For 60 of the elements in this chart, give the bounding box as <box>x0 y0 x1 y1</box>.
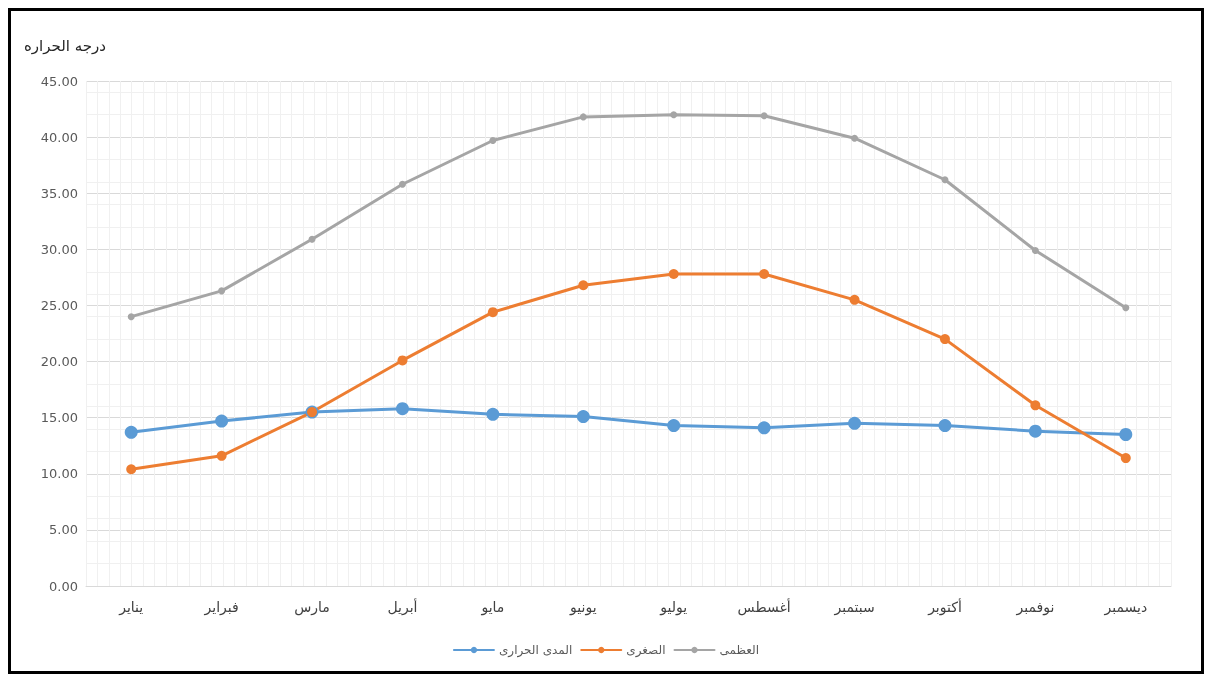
point <box>759 269 770 280</box>
point <box>397 355 408 366</box>
point <box>487 307 498 318</box>
x-tick-label: مارس <box>294 599 330 616</box>
x-tick-label: يوليو <box>659 599 688 616</box>
x-tick-label: أبريل <box>387 598 418 616</box>
legend-label: العظمى <box>719 643 760 657</box>
point <box>395 402 409 416</box>
point <box>126 464 137 475</box>
y-tick-label: 40.00 <box>40 129 78 145</box>
point <box>1122 304 1130 312</box>
y-tick-label: 0.00 <box>49 578 78 594</box>
point <box>939 334 950 345</box>
point <box>1119 428 1133 441</box>
point <box>1030 400 1041 411</box>
x-tick-label: مايو <box>480 599 505 616</box>
point <box>124 425 138 439</box>
point <box>398 180 406 188</box>
point <box>760 112 768 120</box>
x-tick-label: نوفمبر <box>1015 599 1055 616</box>
x-tick-label: يونيو <box>569 599 597 616</box>
point <box>579 113 587 121</box>
x-tick-label: أغسطس <box>737 598 791 616</box>
point <box>127 313 135 321</box>
legend-label: المدى الحرارى <box>498 643 573 658</box>
point <box>486 407 500 421</box>
point <box>216 450 227 461</box>
x-tick-label: أكتوبر <box>927 598 962 616</box>
y-tick-label: 25.00 <box>40 297 78 313</box>
point <box>670 111 678 119</box>
y-tick-label: 5.00 <box>49 522 78 538</box>
y-tick-label: 45.00 <box>40 73 78 89</box>
point <box>576 410 590 424</box>
point <box>938 419 952 433</box>
y-tick-label: 35.00 <box>40 185 78 201</box>
point <box>849 294 860 305</box>
point <box>848 416 862 430</box>
legend-label: الصغرى <box>626 643 666 658</box>
point <box>667 419 681 433</box>
y-tick-label: 10.00 <box>40 466 78 482</box>
point <box>757 421 771 435</box>
point <box>489 136 497 144</box>
point <box>308 235 316 243</box>
y-tick-label: 30.00 <box>40 241 78 257</box>
y-tick-label: 20.00 <box>40 354 78 370</box>
point <box>578 280 589 291</box>
y-tick-label: 15.00 <box>40 410 78 426</box>
point <box>1028 424 1042 438</box>
point <box>215 414 229 428</box>
x-tick-label: سبتمبر <box>833 599 875 616</box>
point <box>851 134 859 142</box>
x-tick-label: يناير <box>118 599 144 616</box>
x-tick-label: ديسمبر <box>1103 599 1148 616</box>
x-tick-label: فبراير <box>203 599 239 616</box>
point <box>941 176 949 184</box>
point <box>668 269 679 280</box>
point <box>218 287 226 295</box>
point <box>1120 453 1131 464</box>
point <box>1031 246 1039 254</box>
y-axis-title: درجه الحراره <box>24 36 106 55</box>
